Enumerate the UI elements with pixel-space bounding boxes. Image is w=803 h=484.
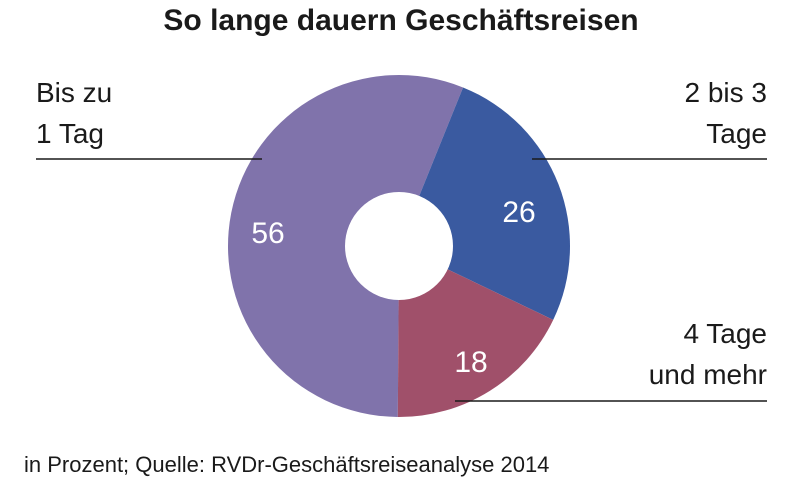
- label-4-tage-und-mehr-line-2: und mehr: [649, 359, 767, 390]
- label-bis-zu-1-tag-line-1: Bis zu: [36, 77, 112, 108]
- value-label-26: 26: [502, 196, 535, 229]
- donut-hole: [345, 192, 453, 300]
- donut-slices: [228, 75, 571, 417]
- source-note: in Prozent; Quelle: RVDr-Geschäftsreisea…: [24, 452, 549, 477]
- label-4-tage-und-mehr-line-1: 4 Tage: [683, 318, 767, 349]
- label-2-bis-3-tage-line-2: Tage: [706, 118, 767, 149]
- value-label-56: 56: [251, 217, 284, 250]
- value-label-18: 18: [454, 346, 487, 379]
- label-bis-zu-1-tag-line-2: 1 Tag: [36, 118, 104, 149]
- slice-4-tage-und-mehr: [397, 246, 554, 417]
- chart-title: So lange dauern Geschäftsreisen: [163, 4, 638, 37]
- label-2-bis-3-tage-line-1: 2 bis 3: [685, 77, 768, 108]
